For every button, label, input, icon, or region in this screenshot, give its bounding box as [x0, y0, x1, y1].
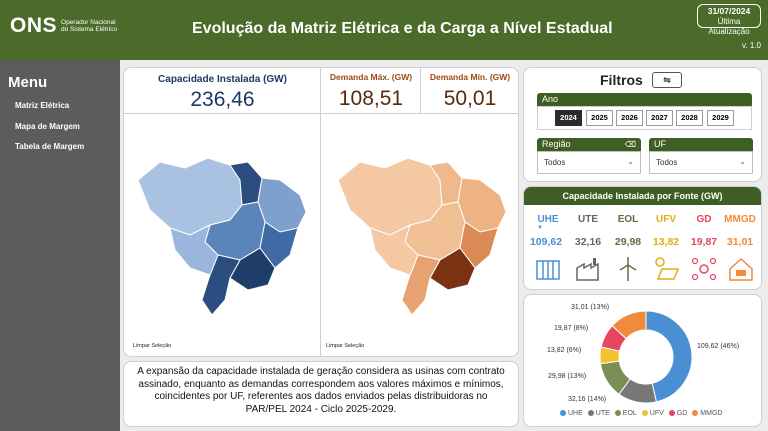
demand-min-label: Demanda Mín. (GW) — [429, 72, 511, 82]
donut-legend: UHE UTE EOL UFV GD MMGD — [560, 410, 722, 417]
demand-map[interactable] — [330, 150, 510, 335]
chevron-down-icon: ⌄ — [627, 157, 634, 166]
sidebar: Menu Matriz Elétrica Mapa de Margem Tabe… — [0, 60, 120, 431]
source-name-ute[interactable]: UTE — [578, 214, 598, 225]
dam-icon — [536, 260, 560, 280]
header-bar: ONS Operador Nacional do Sistema Elétric… — [0, 0, 768, 60]
capacity-donut-chart[interactable] — [598, 309, 694, 405]
source-value-gd: 19,87 — [690, 236, 718, 248]
source-name-eol[interactable]: EOL — [617, 214, 639, 225]
region-filter-label: Região — [542, 139, 571, 149]
year-filter-header: Ano — [537, 93, 752, 106]
wind-turbine-icon — [619, 257, 637, 281]
distributed-generation-icon — [691, 257, 717, 281]
clear-filters-button[interactable]: ⇋ — [652, 72, 682, 88]
legend-item-eol[interactable]: EOL — [614, 410, 637, 417]
legend-item-ute[interactable]: UTE — [587, 410, 610, 417]
map-region-south — [401, 254, 441, 316]
legend-item-ufv[interactable]: UFV — [641, 410, 664, 417]
uf-select-value: Todos — [656, 158, 678, 167]
source-value-ufv: 13,82 — [652, 236, 680, 248]
donut-label-uhe: 109,62 (46%) — [697, 343, 740, 350]
demand-max-label: Demanda Máx. (GW) — [329, 72, 413, 82]
eraser-icon[interactable]: ⌫ — [624, 140, 636, 149]
legend-item-mmgd[interactable]: MMGD — [692, 410, 722, 417]
house-solar-icon — [729, 257, 753, 281]
sort-indicator-icon: ▼ — [537, 225, 543, 231]
capacity-label: Capacidade Instalada (GW) — [158, 74, 287, 85]
donut-label-ute: 32,16 (14%) — [568, 396, 607, 403]
footer-note: A expansão da capacidade instalada de ge… — [137, 366, 505, 415]
version-label: v. 1.0 — [742, 41, 761, 50]
filters-title: Filtros — [600, 72, 643, 88]
sidebar-item-tabela-de-margem[interactable]: Tabela de Margem — [15, 142, 85, 151]
year-button-2025[interactable]: 2025 — [586, 110, 613, 126]
panel-divider — [320, 68, 321, 356]
source-name-uhe[interactable]: UHE — [537, 214, 559, 225]
map-region-south — [201, 254, 241, 316]
factory-icon — [576, 258, 599, 281]
capacity-value: 236,46 — [190, 88, 255, 111]
demand-min-value: 50,01 — [443, 87, 497, 110]
kpi-divider-2 — [420, 68, 421, 113]
region-select-value: Todos — [544, 158, 566, 167]
region-filter-header: Região ⌫ — [537, 138, 641, 151]
donut-label-eol: 29,98 (13%) — [548, 373, 587, 380]
donut-label-ufv: 13,82 (6%) — [547, 347, 582, 354]
clear-selection-right[interactable]: Limpar Seleção — [326, 343, 365, 349]
source-name-mmgd[interactable]: MMGD — [724, 214, 756, 225]
clear-selection-left[interactable]: Limpar Seleção — [133, 343, 172, 349]
demand-max-value: 108,51 — [338, 87, 404, 110]
map-region-west — [369, 224, 419, 276]
source-value-ute: 32,16 — [574, 236, 602, 248]
uf-select[interactable]: Todos ⌄ — [649, 151, 753, 174]
ons-logo: ONS Operador Nacional do Sistema Elétric… — [10, 14, 123, 38]
sources-title: Capacidade Instalada por Fonte (GW) — [524, 187, 761, 205]
source-value-uhe: 109,62 — [529, 236, 563, 248]
source-name-ufv[interactable]: UFV — [656, 214, 676, 225]
legend-item-gd[interactable]: GD — [668, 410, 687, 417]
filter-clear-icon: ⇋ — [663, 75, 671, 85]
logo-subtitle: Operador Nacional do Sistema Elétrico — [61, 19, 118, 33]
kpi-divider — [124, 113, 518, 114]
map-region-west — [169, 224, 219, 276]
donut-label-gd: 19,87 (8%) — [554, 325, 589, 332]
year-button-2026[interactable]: 2026 — [616, 110, 643, 126]
chevron-down-icon: ⌄ — [739, 157, 746, 166]
uf-filter-header: UF — [649, 138, 753, 151]
menu-title: Menu — [8, 74, 48, 91]
footer-note-panel — [123, 361, 519, 427]
last-update-date: 31/07/2024 — [707, 6, 751, 16]
sidebar-item-mapa-de-margem[interactable]: Mapa de Margem — [15, 122, 80, 131]
year-button-2027[interactable]: 2027 — [646, 110, 673, 126]
logo-text: ONS — [10, 14, 58, 37]
source-value-eol: 29,98 — [614, 236, 642, 248]
year-button-2024[interactable]: 2024 — [555, 110, 582, 126]
year-button-2029[interactable]: 2029 — [707, 110, 734, 126]
region-select[interactable]: Todos ⌄ — [537, 151, 641, 174]
capacity-map[interactable] — [130, 150, 310, 335]
last-update-badge: 31/07/2024 Última Atualização — [697, 4, 761, 36]
donut-label-mmgd: 31,01 (13%) — [571, 304, 610, 311]
donut-slice-uhe[interactable] — [645, 310, 693, 403]
source-name-gd[interactable]: GD — [696, 214, 712, 225]
sidebar-item-matriz-eletrica[interactable]: Matriz Elétrica — [15, 101, 70, 110]
donut-slice-mmgd[interactable] — [611, 310, 647, 340]
solar-panel-icon — [655, 257, 680, 280]
year-button-2028[interactable]: 2028 — [676, 110, 703, 126]
page-title: Evolução da Matriz Elétrica e da Carga a… — [192, 20, 613, 37]
legend-item-uhe[interactable]: UHE — [560, 410, 583, 417]
last-update-label: Última Atualização — [708, 17, 750, 36]
source-value-mmgd: 31,01 — [726, 236, 754, 248]
